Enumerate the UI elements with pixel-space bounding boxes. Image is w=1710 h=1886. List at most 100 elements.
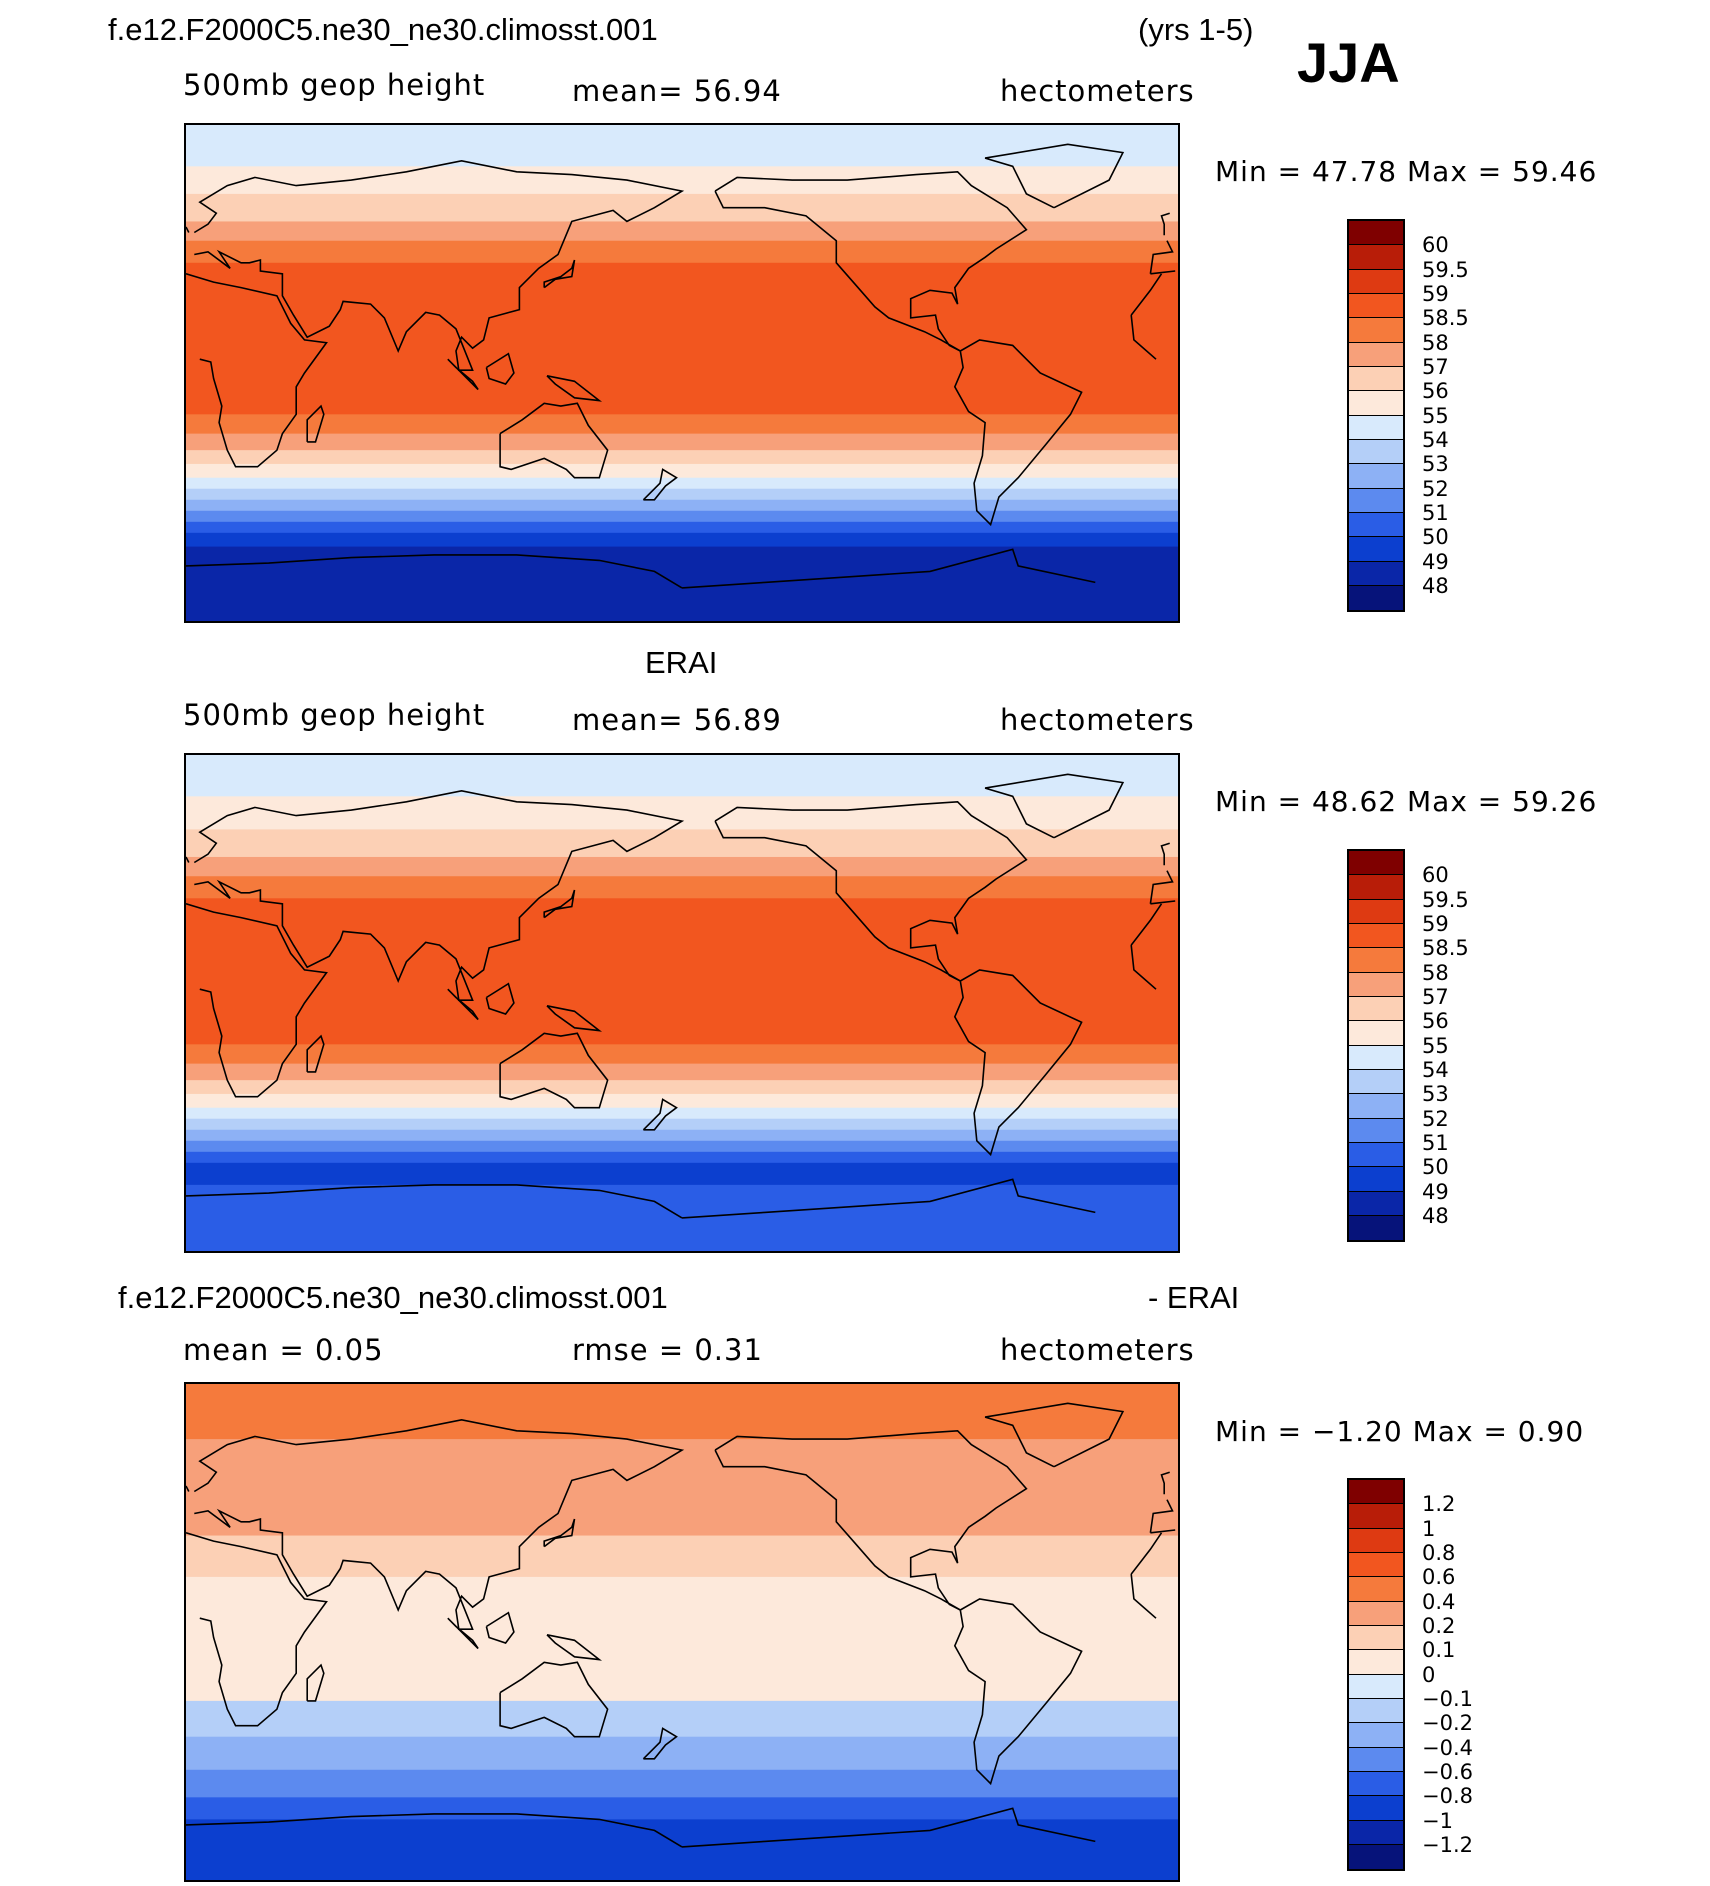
colorbar-box [1349, 1577, 1403, 1602]
colorbar-box [1349, 1723, 1403, 1748]
field-band [186, 1140, 1178, 1153]
coastline [447, 358, 479, 391]
colorbar-label: 54 [1422, 427, 1449, 452]
colorbar-label: 54 [1422, 1057, 1449, 1082]
field-band [186, 898, 1178, 1045]
colorbar-box [1349, 464, 1403, 489]
coastline [447, 1617, 479, 1650]
colorbar-box [1349, 1796, 1403, 1821]
colorbar-label: −0.4 [1422, 1735, 1473, 1760]
colorbar-label: 0.1 [1422, 1638, 1456, 1663]
coastline [499, 1032, 609, 1109]
coastline [642, 468, 678, 501]
colorbar-box [1349, 1820, 1403, 1845]
coastline [186, 273, 1163, 468]
panel1-colorbar [1347, 219, 1405, 613]
coastline [193, 789, 1176, 1001]
panel3-units-label: hectometers [1000, 1333, 1195, 1367]
colorbar-box [1349, 269, 1403, 294]
field-band [186, 1819, 1178, 1880]
colorbar-box [1349, 1650, 1403, 1675]
coastline [186, 1807, 1096, 1848]
field-band [186, 532, 1178, 548]
colorbar-box [1349, 342, 1403, 367]
panel3-map [184, 1382, 1180, 1882]
colorbar-box [1349, 1674, 1403, 1699]
colorbar-box [1349, 293, 1403, 319]
colorbar-box [1349, 1191, 1403, 1216]
field-band [186, 463, 1178, 479]
field-band [186, 521, 1178, 534]
field-band [186, 796, 1178, 830]
field-band [186, 755, 1178, 797]
coastline [642, 1727, 678, 1760]
field-band [186, 450, 1178, 465]
colorbar-label: 58 [1422, 960, 1449, 985]
panel2-mean-label: mean= 56.89 [572, 703, 782, 737]
colorbar-box [1349, 1021, 1403, 1046]
field-band [186, 125, 1178, 167]
panel2-variable-label: 500mb geop height [183, 698, 486, 732]
field-band [186, 221, 1178, 242]
colorbar-box [1349, 923, 1403, 949]
colorbar-box [1349, 948, 1403, 973]
colorbar-label: 56 [1422, 379, 1449, 404]
colorbar-label: 0.2 [1422, 1613, 1456, 1638]
field-band [186, 1384, 1178, 1440]
coastline [546, 1634, 603, 1661]
coastline [306, 1034, 325, 1073]
coastline [543, 889, 576, 919]
coastline [953, 1598, 1083, 1786]
panel1-units-label: hectometers [1000, 74, 1195, 108]
colorbar-label: 59.5 [1422, 257, 1469, 282]
colorbar-label: −1 [1422, 1808, 1453, 1833]
field-band [186, 262, 1178, 415]
colorbar-box [1349, 851, 1403, 876]
field-band [186, 1736, 1178, 1771]
field-band [186, 1797, 1178, 1820]
colorbar-label: 51 [1422, 500, 1449, 525]
colorbar-label: 0.4 [1422, 1589, 1456, 1614]
field-band [186, 433, 1178, 451]
field-band [186, 240, 1178, 264]
colorbar-box [1349, 1698, 1403, 1724]
colorbar-box [1349, 1771, 1403, 1797]
field-band [186, 1129, 1178, 1142]
colorbar-label: 1.2 [1422, 1492, 1456, 1517]
colorbar-box [1349, 1844, 1403, 1870]
field-band [186, 1107, 1178, 1120]
colorbar-box [1349, 561, 1403, 586]
field-band [186, 1535, 1178, 1578]
panel2-colorbar [1347, 849, 1405, 1243]
colorbar-label: 1 [1422, 1516, 1436, 1541]
colorbar-label: 56 [1422, 1009, 1449, 1034]
colorbar-label: 58.5 [1422, 936, 1469, 961]
panel3-rmse-label: rmse = 0.31 [572, 1333, 763, 1367]
coastline [543, 259, 576, 289]
colorbar-box [1349, 1625, 1403, 1651]
colorbar-label: 0.6 [1422, 1565, 1456, 1590]
field-band [186, 1769, 1178, 1798]
panel1-mean-label: mean= 56.94 [572, 74, 782, 108]
colorbar-box [1349, 366, 1403, 392]
panel3-title-left: f.e12.F2000C5.ne30_ne30.climosst.001 [118, 1280, 668, 1315]
coastline [193, 1418, 1176, 1630]
colorbar-box [1349, 1118, 1403, 1143]
colorbar-label: 60 [1422, 863, 1449, 888]
colorbar-box [1349, 512, 1403, 538]
colorbar-box [1349, 585, 1403, 611]
colorbar-box [1349, 415, 1403, 440]
coastline [186, 548, 1096, 589]
coastline [447, 988, 479, 1021]
coastline [485, 352, 515, 385]
colorbar-label: 59 [1422, 911, 1449, 936]
field-band [186, 1162, 1178, 1186]
coastline [193, 159, 1176, 371]
colorbar-label: 55 [1422, 403, 1449, 428]
field-band [186, 1576, 1178, 1702]
panel1-min-max: Min = 47.78 Max = 59.46 [1215, 155, 1598, 188]
colorbar-box [1349, 391, 1403, 416]
colorbar-label: 60 [1422, 233, 1449, 258]
colorbar-box [1349, 245, 1403, 270]
colorbar-box [1349, 1094, 1403, 1119]
